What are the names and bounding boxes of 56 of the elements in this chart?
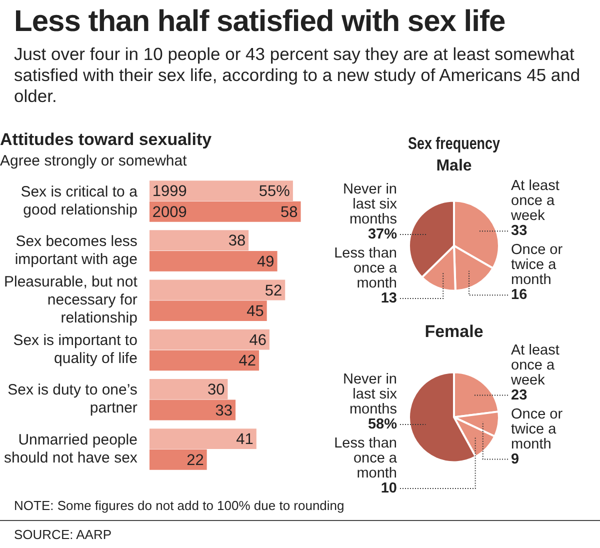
chart-title: Attitudes toward sexuality [0,130,212,149]
data-label: 42 [238,352,256,370]
data-label: 38 [228,232,246,250]
bar [149,251,278,272]
text: NOTE: Some figures do not add to 100% due to rounding [14,498,344,513]
bar [149,428,256,449]
data-label: 33 [215,402,233,420]
data-label: 37% [368,226,398,242]
data-label: 41 [236,431,254,448]
series-label: 1999 [152,183,187,200]
slice-label: Once or twice a month [511,406,563,452]
bar [149,449,207,470]
data-label: 45 [246,303,264,320]
data-label: 55% [258,183,290,200]
data-label: 22 [186,452,204,469]
y-tick-label: Unmarried people should not have sex [4,431,138,466]
data-label: 33 [511,223,528,240]
text: Just over four in 10 people or 43 percent say they are at least somewhat satisfied with their sex life, according to a new study of Americans 45 and older. [14,44,582,107]
chart-subtitle: Male [436,157,472,174]
y-tick-label: Sex is duty to one’s partner [8,382,138,417]
series-label: 2009 [152,204,187,221]
bar [149,329,270,350]
source-note: SOURCE: AARP [14,527,112,542]
slice-label: Less than once a month [334,435,398,482]
data-label: 52 [264,282,282,300]
y-tick-label: Sex is critical to a good relationship [20,183,138,218]
y-tick-label: Pleasurable, but not necessary for relationship [4,274,138,327]
data-label: 10 [380,480,397,496]
data-label: 49 [257,253,274,270]
bar [149,378,228,400]
data-label: 58% [368,416,398,432]
data-label: 58 [280,204,298,221]
chart-title: Female [424,322,484,341]
data-label: 23 [511,387,528,404]
chart-subtitle: Agree strongly or somewhat [0,152,188,170]
y-tick-label: Sex is important to quality of life [13,332,138,368]
slice-label: Never in last six months [343,182,398,228]
slice-label: At least once a week [510,178,560,224]
y-tick-label: Sex becomes less important with age [14,232,138,268]
data-label: 30 [207,381,226,398]
slice-label: Once or twice a month [511,242,563,288]
bar [149,350,260,371]
bar [149,300,267,322]
data-label: 16 [511,287,528,304]
chart-title: Sex frequency [408,134,500,154]
data-label: 46 [249,332,266,349]
bar [149,280,286,300]
data-label: 13 [380,290,397,306]
bar [149,230,249,251]
slice-label: Never in last six months [343,371,398,418]
data-label: 9 [511,451,520,468]
slice-label: Less than once a month [334,246,398,292]
bar [149,400,236,420]
slice-label: At least once a week [510,342,560,388]
text: Less than half satisfied with sex life [14,4,506,40]
bar [149,201,301,222]
